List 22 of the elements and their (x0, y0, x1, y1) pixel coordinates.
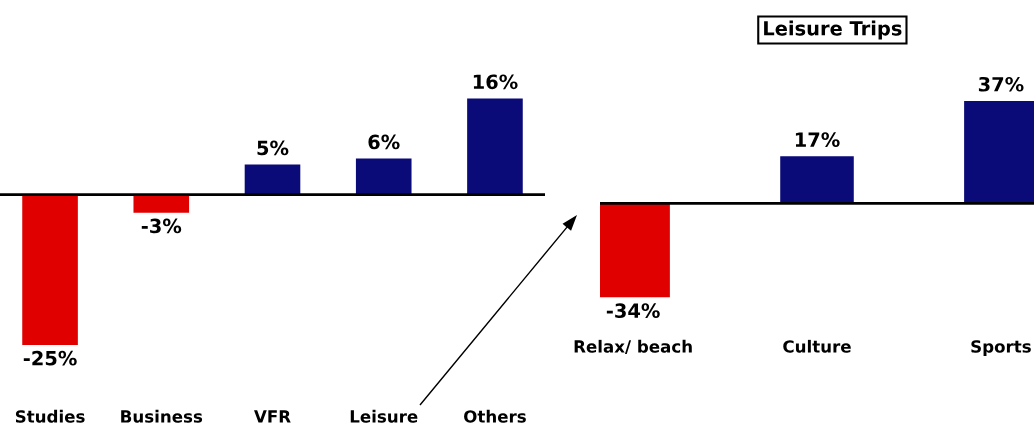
data-label: 16% (473, 74, 518, 90)
data-label: 5% (257, 140, 289, 156)
bar (355, 158, 412, 195)
data-label: -34% (606, 303, 660, 318)
x-tick-label: Sports (971, 340, 1031, 356)
data-label: -3% (141, 218, 182, 234)
x-tick-label: VFR (254, 410, 291, 423)
data-label: -25% (23, 350, 77, 366)
x-tick-label: Others (464, 409, 526, 423)
chart-title: Leisure Trips (764, 20, 902, 40)
data-label: 17% (795, 132, 840, 147)
bar (467, 98, 523, 195)
data-label: 6% (368, 134, 400, 150)
bar (133, 194, 190, 213)
x-tick-label: Relax/ beach (574, 339, 692, 355)
x-tick-label: Leisure (350, 409, 418, 423)
x-tick-label: Culture (783, 339, 851, 353)
x-tick-label: Studies (15, 409, 85, 423)
bar (22, 194, 78, 345)
x-tick-label: Business (121, 409, 203, 423)
bar (244, 164, 301, 195)
data-label: 37% (978, 76, 1024, 92)
